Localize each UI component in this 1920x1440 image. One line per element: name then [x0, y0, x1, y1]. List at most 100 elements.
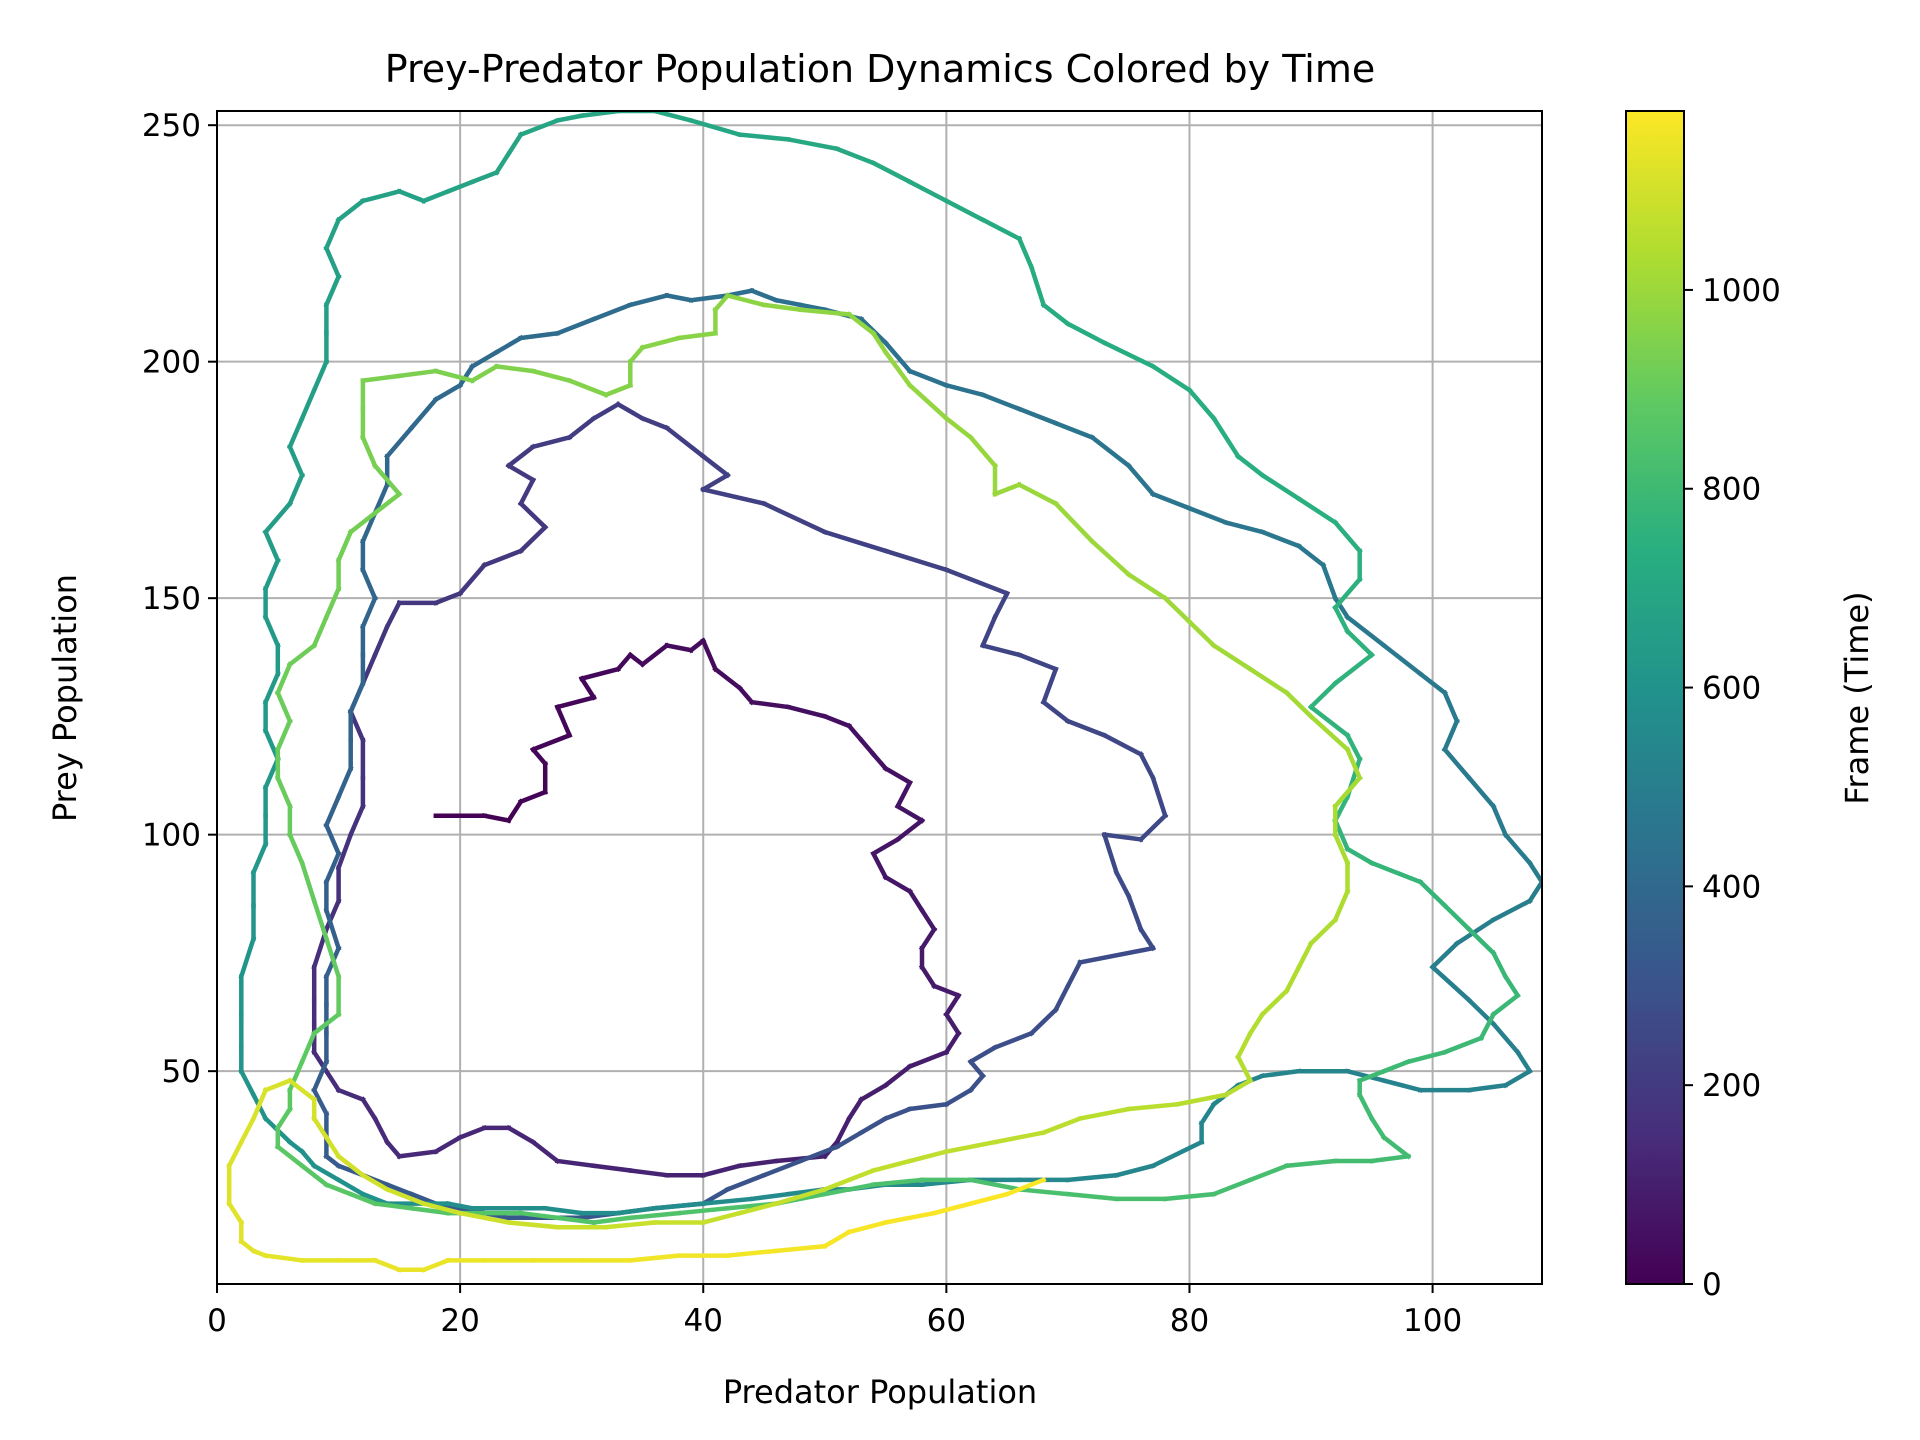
trajectory-segment — [360, 188, 403, 204]
trajectory-segment — [894, 779, 913, 810]
trajectory-segment — [1125, 462, 1157, 498]
trajectory-segment — [882, 339, 914, 375]
trajectory-segment — [311, 1115, 330, 1141]
trajectory-segment — [858, 1082, 889, 1103]
x-tick-label: 0 — [207, 1303, 227, 1339]
trajectory-segment — [1077, 945, 1156, 966]
trajectory-segment — [906, 178, 950, 204]
trajectory-segment — [1186, 505, 1229, 526]
trajectory-segment — [870, 836, 901, 857]
trajectory-segment — [323, 273, 342, 308]
trajectory-segment — [250, 841, 269, 876]
trajectory-segment — [1283, 689, 1315, 720]
trajectory-segment — [530, 732, 573, 753]
trajectory-segment — [323, 216, 342, 252]
trajectory-segment — [505, 798, 525, 824]
trajectory-segment — [1016, 406, 1059, 427]
trajectory-segment — [1332, 831, 1351, 866]
trajectory-segment — [554, 1215, 597, 1226]
trajectory-segment — [481, 547, 524, 569]
trajectory-segment — [821, 529, 889, 554]
trajectory-segment — [845, 722, 865, 744]
trajectory-segment — [359, 434, 378, 469]
trajectory-segment — [262, 529, 281, 564]
trajectory-segment — [323, 1068, 342, 1094]
trajectory-segment — [1150, 491, 1193, 512]
trajectory-segment — [979, 216, 1023, 242]
trajectory-segment — [311, 358, 330, 394]
trajectory-segment — [1356, 1091, 1375, 1122]
trajectory-segment — [943, 1030, 962, 1056]
trajectory-segment — [1502, 1068, 1533, 1089]
trajectory-segment — [1125, 571, 1169, 602]
trajectory-segment — [274, 689, 293, 725]
x-tick-label: 60 — [927, 1303, 966, 1339]
trajectory-segment — [627, 1210, 682, 1221]
trajectory-segment — [554, 704, 573, 739]
trajectory-segment — [700, 1196, 755, 1207]
trajectory-segment — [456, 561, 488, 597]
x-axis-ticks: 0 20 40 60 80 100 — [207, 1284, 1462, 1339]
trajectory-segment — [335, 831, 354, 871]
trajectory-segment — [396, 1149, 439, 1159]
trajectory-segment — [299, 860, 318, 904]
trajectory-segment — [554, 316, 597, 337]
trajectory-segment — [517, 789, 549, 805]
colorbar-ticks: 0 200 400 600 800 1000 — [1684, 273, 1781, 1303]
trajectory-segment — [408, 1205, 451, 1216]
trajectory-segment — [1150, 775, 1169, 819]
trajectory-segment — [870, 751, 889, 772]
trajectory-segment — [785, 136, 840, 152]
trajectory-segment — [238, 1068, 257, 1098]
trajectory-segment — [1113, 1163, 1156, 1178]
trajectory-segment — [676, 330, 718, 341]
trajectory-segment — [979, 391, 1023, 412]
trajectory-segment — [918, 963, 938, 990]
trajectory-segment — [1040, 1115, 1084, 1136]
trajectory-segment — [432, 382, 464, 403]
trajectory-segment — [761, 1158, 804, 1179]
trajectory-segment — [821, 713, 853, 729]
trajectory-segment — [724, 292, 767, 308]
trajectory-segment — [749, 699, 791, 710]
trajectory-segment — [518, 1210, 560, 1221]
trajectory-segment — [286, 831, 306, 866]
trajectory-segment — [821, 1176, 853, 1193]
trajectory-segment — [773, 1243, 828, 1254]
trajectory-segment — [882, 874, 913, 895]
trajectory-segment — [712, 665, 743, 692]
trajectory-segment — [469, 169, 500, 185]
trajectory-segment — [591, 1163, 633, 1174]
trajectory-segment — [1210, 415, 1242, 460]
trajectory-segment — [1490, 897, 1533, 923]
trajectory-segment — [323, 245, 342, 280]
trajectory-segment — [1381, 1077, 1424, 1093]
trajectory-segment — [639, 642, 670, 668]
trajectory-segment — [456, 363, 476, 389]
trajectory-segment — [918, 926, 938, 952]
trajectory-segment — [578, 675, 597, 701]
trajectory-segment — [298, 1162, 330, 1188]
trajectory-segment — [1307, 916, 1339, 947]
trajectory-segment — [286, 472, 306, 507]
trajectory-segment — [700, 453, 731, 479]
trajectory-segment — [1429, 940, 1461, 971]
trajectory-segment — [858, 736, 877, 758]
chart-title: Prey-Predator Population Dynamics Colore… — [385, 47, 1375, 91]
colorbar-tick-label: 0 — [1702, 1267, 1722, 1303]
trajectory-segment — [372, 623, 391, 658]
y-axis-ticks: 50 100 150 200 250 — [142, 108, 217, 1090]
trajectory-segment — [323, 935, 342, 980]
trajectory-segment — [798, 307, 852, 317]
trajectory-segment — [737, 132, 791, 142]
trajectory-segment — [372, 1257, 403, 1273]
trajectory-segment — [505, 1124, 537, 1146]
trajectory-segment — [943, 415, 974, 441]
trajectory-segment — [1247, 665, 1290, 696]
trajectory-segment — [274, 1105, 294, 1132]
trajectory-segment — [384, 1186, 427, 1207]
trajectory-segment — [1040, 699, 1072, 725]
trajectory-segment — [1064, 718, 1108, 739]
trajectory-segment — [664, 642, 694, 653]
trajectory-segment — [882, 1063, 914, 1089]
